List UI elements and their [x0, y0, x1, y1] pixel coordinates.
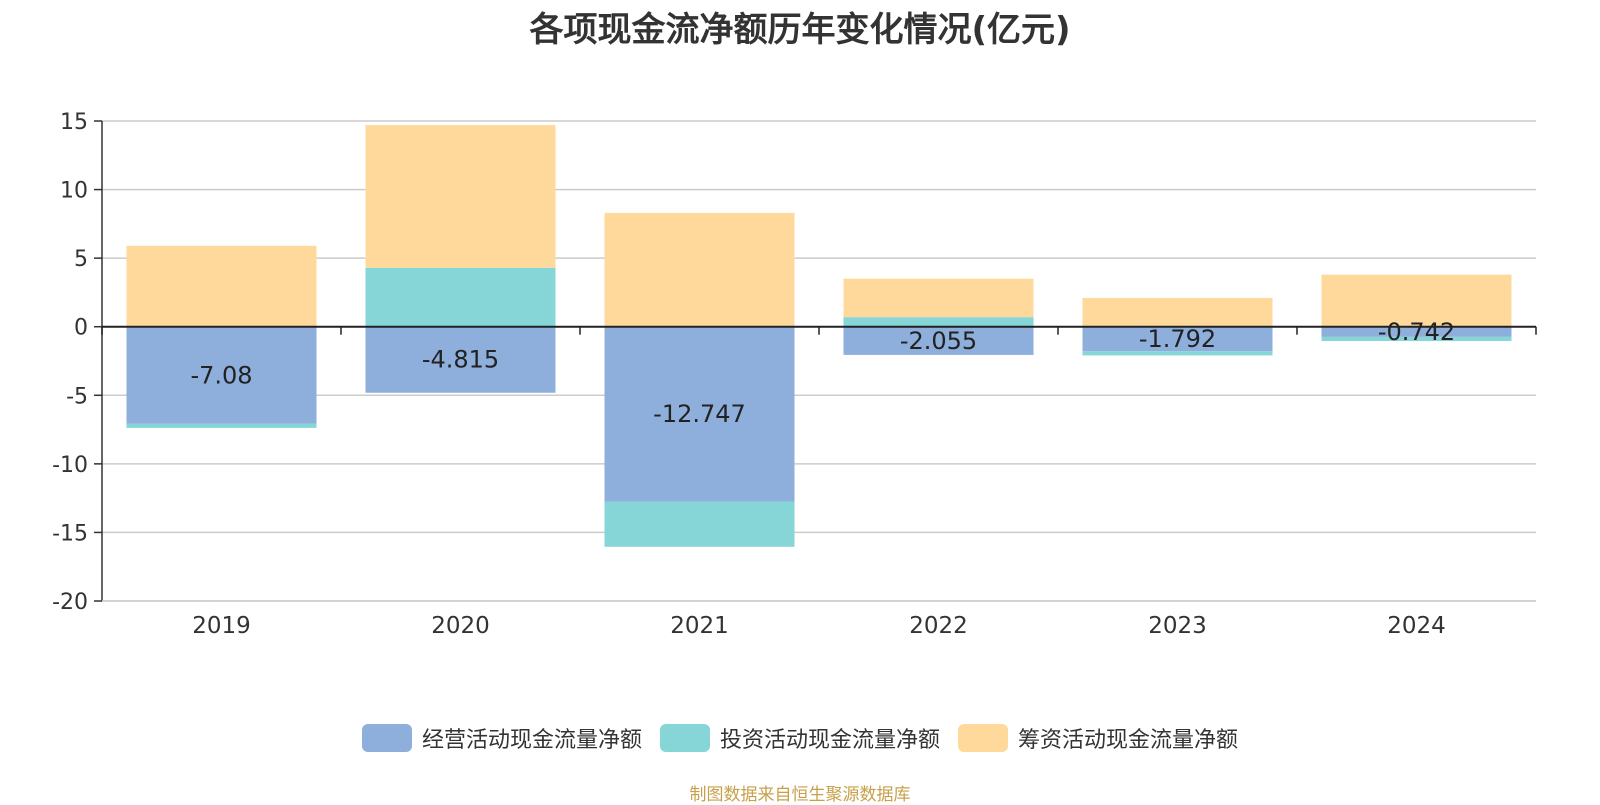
bar-segment	[1082, 351, 1273, 356]
bar-segment	[126, 423, 317, 428]
y-tick-label: -20	[52, 590, 88, 615]
y-tick-label: -15	[52, 521, 88, 546]
y-tick-label: -5	[66, 384, 88, 409]
x-tick-label: 2022	[909, 613, 968, 639]
legend-swatch-investing	[659, 724, 710, 752]
legend-swatch-financing	[958, 724, 1008, 752]
x-tick-label: 2023	[1148, 613, 1207, 639]
y-tick-label: 5	[74, 247, 88, 272]
legend-item-investing[interactable]: 投资活动现金流量净额	[659, 722, 940, 754]
bar-segment	[604, 326, 795, 502]
bar-chart: 15 10 5 0 -5 -10 -15 -20 2019 2020 2021 2022 2023 202…	[52, 110, 1537, 639]
axes: 15 10 5 0 -5 -10 -15 -20 2019 2020 2021 2022 2023 202…	[52, 110, 1537, 639]
data-label: -0.742	[1378, 318, 1455, 346]
bar-segment	[604, 212, 795, 327]
bar-segment	[365, 267, 556, 327]
legend: 经营活动现金流量净额 投资活动现金流量净额 筹资活动现金流量净额	[0, 722, 1600, 754]
bar-segment	[126, 245, 317, 327]
bar-segment	[1321, 336, 1512, 342]
bar-segment	[1321, 274, 1512, 327]
grid-lines	[102, 120, 1536, 602]
x-tick-label: 2020	[431, 613, 490, 639]
legend-label-operating: 经营活动现金流量净额	[421, 728, 642, 753]
x-tick-label: 2019	[192, 613, 251, 639]
legend-swatch-operating	[361, 724, 412, 752]
data-label: -1.792	[1139, 325, 1216, 353]
x-tick-label: 2024	[1387, 613, 1446, 639]
bar-segment	[843, 278, 1034, 318]
bar-segment	[1082, 297, 1273, 327]
legend-label-financing: 筹资活动现金流量净额	[1018, 728, 1239, 753]
bar-segment	[365, 125, 556, 268]
y-tick-label: 0	[74, 316, 88, 341]
data-label: -4.815	[422, 346, 499, 374]
legend-item-financing[interactable]: 筹资活动现金流量净额	[958, 722, 1238, 754]
x-tick-label: 2021	[670, 613, 729, 639]
bar-segment	[1082, 326, 1273, 352]
source-note: 制图数据来自恒生聚源数据库	[689, 785, 911, 805]
bar-segment	[126, 326, 317, 424]
legend-label-investing: 投资活动现金流量净额	[719, 728, 940, 753]
data-label: -2.055	[900, 327, 977, 355]
bar-segment	[843, 317, 1034, 327]
data-label: -7.08	[190, 361, 252, 389]
bar-segment	[604, 501, 795, 547]
data-labels: -7.08 -4.815 -12.747 -2.055 -1.792 -0.742	[190, 318, 1455, 428]
y-tick-label: -10	[52, 453, 88, 478]
y-tick-label: 15	[60, 110, 88, 135]
data-label: -12.747	[653, 400, 746, 428]
bars	[126, 125, 1512, 547]
chart-title: 各项现金流净额历年变化情况(亿元)	[529, 10, 1071, 50]
y-tick-label: 10	[60, 179, 88, 204]
bar-segment	[843, 326, 1034, 355]
legend-item-operating[interactable]: 经营活动现金流量净额	[361, 722, 642, 754]
bar-segment	[1321, 326, 1512, 337]
bar-segment	[365, 326, 556, 393]
